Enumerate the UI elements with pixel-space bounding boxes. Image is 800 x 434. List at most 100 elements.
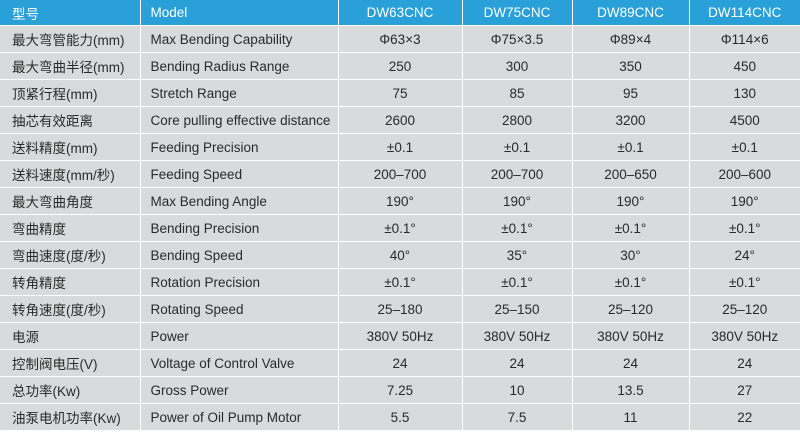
row-value: 7.5 — [462, 403, 573, 431]
row-value: 25–180 — [338, 295, 463, 323]
row-value: 25–120 — [689, 295, 800, 323]
row-value: ±0.1° — [338, 268, 463, 296]
row-value: 25–120 — [572, 295, 690, 323]
row-value: 24° — [689, 241, 800, 269]
row-value: Φ75×3.5 — [462, 25, 573, 53]
table-row: 最大弯曲半径(mm) Bending Radius Range 250 300 350 4… — [0, 52, 800, 80]
table-row: 最大弯管能力(mm) Max Bending Capability Φ63×3 Φ75… — [0, 25, 800, 53]
row-label-cn: 最大弯管能力(mm) — [0, 25, 141, 53]
row-value: 190° — [338, 187, 463, 215]
row-value: 5.5 — [338, 403, 463, 431]
row-value: 13.5 — [572, 376, 690, 404]
row-label-en: Rotating Speed — [140, 295, 339, 323]
row-value: 190° — [462, 187, 573, 215]
row-label-en: Power of Oil Pump Motor — [140, 403, 339, 431]
row-label-en: Voltage of Control Valve — [140, 349, 339, 377]
row-label-en: Power — [140, 322, 339, 350]
row-label-cn: 最大弯曲半径(mm) — [0, 52, 141, 80]
row-value: 200–600 — [689, 160, 800, 188]
row-value: 130 — [689, 79, 800, 107]
row-label-en: Feeding Precision — [140, 133, 339, 161]
row-value: 40° — [338, 241, 463, 269]
table-row: 转角精度 Rotation Precision ±0.1° ±0.1° ±0.1° ±0.… — [0, 268, 800, 296]
row-label-cn: 抽芯有效距离 — [0, 106, 141, 134]
header-model: DW75CNC — [462, 0, 573, 26]
header-label-cn: 型号 — [0, 0, 141, 26]
table-row: 电源 Power 380V 50Hz 380V 50Hz 380V 50Hz 380V 5… — [0, 322, 800, 350]
row-value: 4500 — [689, 106, 800, 134]
row-label-cn: 送料精度(mm) — [0, 133, 141, 161]
row-value: Φ89×4 — [572, 25, 690, 53]
row-label-en: Max Bending Angle — [140, 187, 339, 215]
row-value: 2800 — [462, 106, 573, 134]
row-value: 24 — [572, 349, 690, 377]
row-value: 10 — [462, 376, 573, 404]
table-row: 送料速度(mm/秒) Feeding Speed 200–700 200–700 200… — [0, 160, 800, 188]
row-label-cn: 送料速度(mm/秒) — [0, 160, 141, 188]
row-value: 2600 — [338, 106, 463, 134]
row-label-cn: 弯曲速度(度/秒) — [0, 241, 141, 269]
row-value: 380V 50Hz — [689, 322, 800, 350]
row-value: 7.25 — [338, 376, 463, 404]
header-model: DW114CNC — [689, 0, 800, 26]
row-value: 380V 50Hz — [338, 322, 463, 350]
row-label-en: Bending Radius Range — [140, 52, 339, 80]
table-row: 弯曲精度 Bending Precision ±0.1° ±0.1° ±0.1° ±0.1… — [0, 214, 800, 242]
row-value: ±0.1° — [572, 268, 690, 296]
table-row: 转角速度(度/秒) Rotating Speed 25–180 25–150 25–12… — [0, 295, 800, 323]
table-row: 控制阀电压(V) Voltage of Control Valve 24 24 24 24 — [0, 349, 800, 377]
row-value: ±0.1 — [462, 133, 573, 161]
row-value: 3200 — [572, 106, 690, 134]
row-value: 24 — [689, 349, 800, 377]
row-value: 22 — [689, 403, 800, 431]
table-row: 送料精度(mm) Feeding Precision ±0.1 ±0.1 ±0.1 ±0.… — [0, 133, 800, 161]
table-row: 油泵电机功率(Kw) Power of Oil Pump Motor 5.5 7.5 1… — [0, 403, 800, 431]
row-label-cn: 转角速度(度/秒) — [0, 295, 141, 323]
row-value: ±0.1° — [462, 268, 573, 296]
row-value: Φ63×3 — [338, 25, 463, 53]
row-value: 250 — [338, 52, 463, 80]
header-model: DW89CNC — [572, 0, 690, 26]
row-value: 95 — [572, 79, 690, 107]
row-label-cn: 油泵电机功率(Kw) — [0, 403, 141, 431]
row-value: 300 — [462, 52, 573, 80]
row-label-en: Bending Speed — [140, 241, 339, 269]
row-value: 85 — [462, 79, 573, 107]
row-value: 380V 50Hz — [572, 322, 690, 350]
row-value: ±0.1° — [572, 214, 690, 242]
row-label-cn: 弯曲精度 — [0, 214, 141, 242]
row-label-cn: 控制阀电压(V) — [0, 349, 141, 377]
row-label-cn: 顶紧行程(mm) — [0, 79, 141, 107]
row-value: ±0.1 — [338, 133, 463, 161]
header-model: DW63CNC — [338, 0, 463, 26]
row-value: ±0.1° — [689, 214, 800, 242]
row-value: 24 — [338, 349, 463, 377]
table-row: 顶紧行程(mm) Stretch Range 75 85 95 130 — [0, 79, 800, 107]
row-label-cn: 最大弯曲角度 — [0, 187, 141, 215]
table-row: 弯曲速度(度/秒) Bending Speed 40° 35° 30° 24° — [0, 241, 800, 269]
row-value: 35° — [462, 241, 573, 269]
row-label-en: Gross Power — [140, 376, 339, 404]
row-value: 190° — [572, 187, 690, 215]
row-value: 24 — [462, 349, 573, 377]
row-value: Φ114×6 — [689, 25, 800, 53]
row-label-cn: 电源 — [0, 322, 141, 350]
header-label-en: Model — [140, 0, 339, 26]
row-label-en: Core pulling effective distance — [140, 106, 339, 134]
row-label-cn: 转角精度 — [0, 268, 141, 296]
table-row: 总功率(Kw) Gross Power 7.25 10 13.5 27 — [0, 376, 800, 404]
row-value: 27 — [689, 376, 800, 404]
row-value: ±0.1° — [462, 214, 573, 242]
row-value: 350 — [572, 52, 690, 80]
table-row: 最大弯曲角度 Max Bending Angle 190° 190° 190° 190° — [0, 187, 800, 215]
row-label-en: Feeding Speed — [140, 160, 339, 188]
row-value: 380V 50Hz — [462, 322, 573, 350]
row-value: 11 — [572, 403, 690, 431]
row-label-cn: 总功率(Kw) — [0, 376, 141, 404]
row-value: 30° — [572, 241, 690, 269]
row-value: ±0.1 — [572, 133, 690, 161]
row-value: ±0.1 — [689, 133, 800, 161]
row-label-en: Max Bending Capability — [140, 25, 339, 53]
